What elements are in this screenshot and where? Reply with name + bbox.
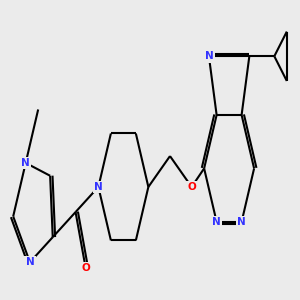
Text: O: O xyxy=(81,263,90,273)
Text: O: O xyxy=(187,182,196,192)
Text: N: N xyxy=(21,158,30,168)
Text: N: N xyxy=(237,217,246,227)
Text: N: N xyxy=(26,257,34,267)
Text: N: N xyxy=(205,51,213,61)
Text: N: N xyxy=(94,182,103,192)
Text: N: N xyxy=(212,217,221,227)
